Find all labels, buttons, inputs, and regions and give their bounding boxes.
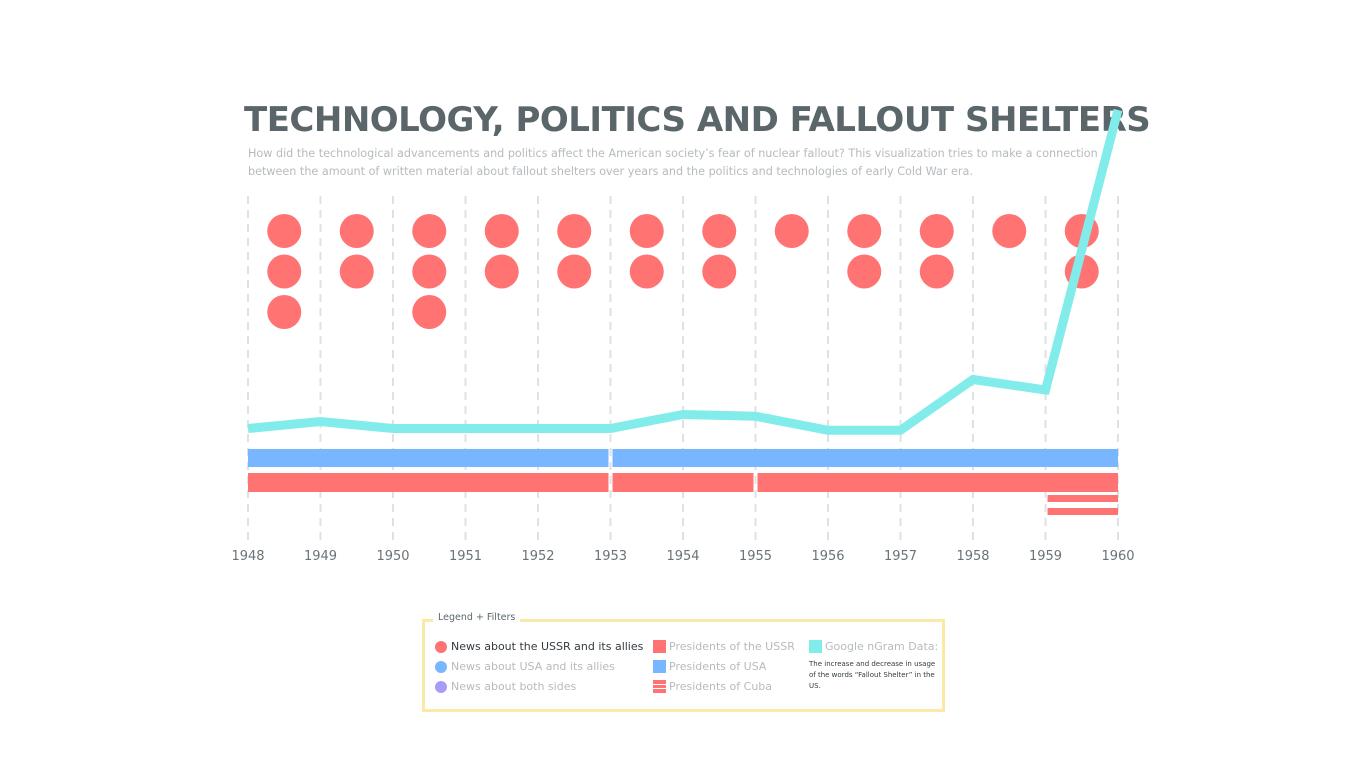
news-ussr-dot [484, 254, 519, 289]
news-ussr-dot [702, 254, 737, 289]
usa-square-icon [653, 660, 666, 673]
news-ussr-dot [557, 254, 592, 289]
usa-president-bar [612, 449, 1118, 467]
news-ussr-dot [412, 295, 447, 329]
x-tick-label: 1958 [956, 549, 989, 564]
x-tick-label: 1954 [666, 549, 699, 564]
news-ussr-dot [847, 214, 882, 248]
filter-news-usa[interactable]: News about USA and its allies [435, 660, 615, 673]
filter-presidents-ussr[interactable]: Presidents of the USSR [653, 640, 795, 653]
x-axis-ticks: 1948 1949 1950 1951 1952 1953 1954 1955 1956 1957… [231, 549, 1134, 564]
x-tick-label: 1955 [739, 549, 772, 564]
x-tick-label: 1957 [884, 549, 917, 564]
news-ussr-dot [629, 214, 664, 248]
x-tick-label: 1956 [811, 549, 844, 564]
usa-dot-icon [435, 660, 447, 673]
cuba-striped-icon [653, 680, 666, 693]
filter-news-both-label: News about both sides [451, 680, 577, 693]
filter-presidents-cuba-label: Presidents of Cuba [669, 680, 773, 693]
filter-presidents-cuba[interactable]: Presidents of Cuba [653, 680, 772, 693]
both-dot-icon [435, 680, 447, 693]
filter-news-both[interactable]: News about both sides [435, 680, 576, 693]
x-tick-label: 1948 [231, 549, 264, 564]
x-tick-label: 1951 [449, 549, 482, 564]
x-tick-label: 1959 [1029, 549, 1062, 564]
news-ussr-dot [484, 214, 519, 248]
filter-presidents-usa-label: Presidents of USA [669, 660, 767, 673]
news-ussr-dot [267, 295, 302, 329]
legend-panel: Legend + Filters News about the USSR and… [422, 612, 945, 712]
filter-news-ussr-label: News about the USSR and its allies [451, 640, 644, 653]
ngram-line [247, 108, 1123, 435]
ussr-president-bar [612, 473, 754, 492]
filter-news-usa-label: News about USA and its allies [451, 660, 615, 673]
chart-title: TECHNOLOGY, POLITICS AND FALLOUT SHELTER… [244, 100, 1151, 140]
x-tick-label: 1949 [304, 549, 337, 564]
filter-presidents-ussr-label: Presidents of the USSR [669, 640, 795, 653]
filter-ngram[interactable]: Google nGram Data: [809, 640, 938, 653]
x-tick-label: 1953 [594, 549, 627, 564]
news-ussr-dot [774, 214, 809, 248]
chart-subtitle: How did the technological advancements a… [248, 147, 1098, 178]
news-ussr-dot [557, 214, 592, 248]
news-ussr-dot [412, 254, 447, 289]
cuba-president-bar [1047, 495, 1118, 502]
news-ussr-dot [267, 214, 302, 248]
x-tick-label: 1950 [376, 549, 409, 564]
ussr-president-bar [248, 473, 609, 492]
cuba-president-bar [1047, 508, 1118, 515]
news-ussr-dot [412, 214, 447, 248]
news-ussr-dot [267, 254, 302, 289]
president-bars [248, 449, 1118, 515]
ngram-description: The increase and decrease in usage of th… [809, 660, 936, 690]
news-dots [267, 214, 1099, 329]
ngram-square-icon [809, 640, 822, 653]
news-ussr-dot [702, 214, 737, 248]
ussr-president-bar [757, 473, 1118, 492]
news-ussr-dot [992, 214, 1027, 248]
legend-title: Legend + Filters [433, 612, 521, 623]
ussr-square-icon [653, 640, 666, 653]
filter-news-ussr[interactable]: News about the USSR and its allies [435, 640, 643, 653]
ussr-dot-icon [435, 640, 447, 653]
filter-presidents-usa[interactable]: Presidents of USA [653, 660, 766, 673]
news-ussr-dot [919, 254, 954, 289]
news-ussr-dot [339, 214, 374, 248]
news-ussr-dot [629, 254, 664, 289]
usa-president-bar [248, 449, 609, 467]
ngram-line-group [247, 108, 1123, 435]
news-ussr-dot [919, 214, 954, 248]
x-tick-label: 1960 [1101, 549, 1134, 564]
timeline-chart: 1948 1949 1950 1951 1952 1953 1954 1955 1956 1957… [231, 108, 1135, 564]
x-tick-label: 1952 [521, 549, 554, 564]
news-ussr-dot [339, 254, 374, 289]
news-ussr-dot [847, 254, 882, 289]
filter-ngram-label: Google nGram Data: [825, 640, 939, 653]
